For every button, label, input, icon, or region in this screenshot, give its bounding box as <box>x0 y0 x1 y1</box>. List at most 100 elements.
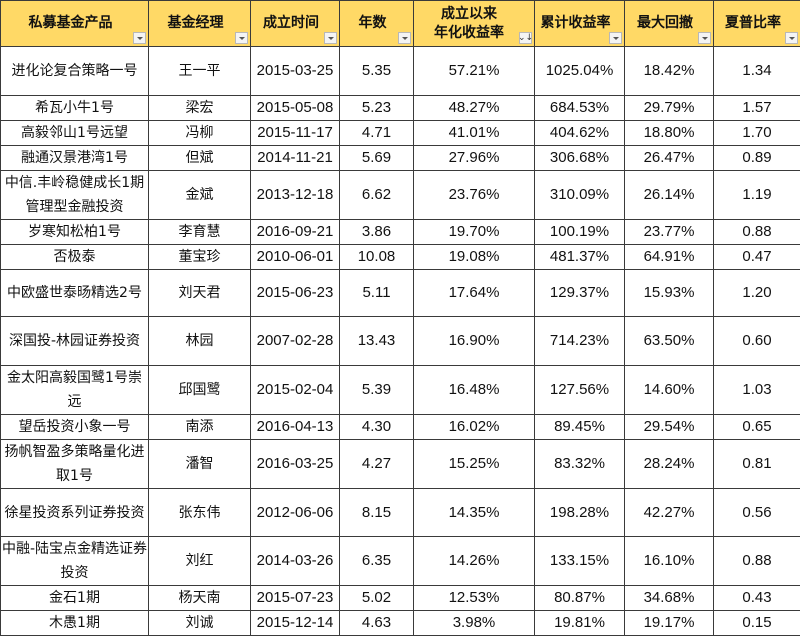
years-cell[interactable]: 3.86 <box>339 219 414 245</box>
annual-return-cell[interactable]: 19.70% <box>413 219 535 245</box>
date-cell[interactable]: 2015-02-04 <box>250 365 340 415</box>
filter-dropdown-icon[interactable] <box>785 32 798 44</box>
cumulative-return-cell[interactable]: 133.15% <box>534 536 625 586</box>
cumulative-return-cell[interactable]: 129.37% <box>534 269 625 317</box>
annual-return-cell[interactable]: 16.48% <box>413 365 535 415</box>
years-cell[interactable]: 5.39 <box>339 365 414 415</box>
annual-return-cell[interactable]: 48.27% <box>413 95 535 121</box>
annual-return-cell[interactable]: 15.25% <box>413 439 535 489</box>
cumulative-return-cell[interactable]: 310.09% <box>534 170 625 220</box>
date-cell[interactable]: 2015-07-23 <box>250 585 340 611</box>
manager-cell[interactable]: 刘诚 <box>148 610 251 636</box>
sharpe-ratio-cell[interactable]: 1.03 <box>713 365 800 415</box>
max-drawdown-cell[interactable]: 42.27% <box>624 488 714 537</box>
annual-return-cell[interactable]: 14.35% <box>413 488 535 537</box>
manager-cell[interactable]: 但斌 <box>148 145 251 171</box>
max-drawdown-cell[interactable]: 64.91% <box>624 244 714 270</box>
annual-return-cell[interactable]: 27.96% <box>413 145 535 171</box>
years-cell[interactable]: 6.35 <box>339 536 414 586</box>
cumulative-return-cell[interactable]: 19.81% <box>534 610 625 636</box>
cumulative-return-cell[interactable]: 83.32% <box>534 439 625 489</box>
product-cell[interactable]: 希瓦小牛1号 <box>0 95 149 121</box>
annual-return-cell[interactable]: 12.53% <box>413 585 535 611</box>
date-cell[interactable]: 2015-06-23 <box>250 269 340 317</box>
max-drawdown-cell[interactable]: 34.68% <box>624 585 714 611</box>
date-cell[interactable]: 2012-06-06 <box>250 488 340 537</box>
manager-cell[interactable]: 董宝珍 <box>148 244 251 270</box>
product-cell[interactable]: 岁寒知松柏1号 <box>0 219 149 245</box>
max-drawdown-cell[interactable]: 63.50% <box>624 316 714 366</box>
annual-return-cell[interactable]: 19.08% <box>413 244 535 270</box>
years-cell[interactable]: 4.27 <box>339 439 414 489</box>
years-cell[interactable]: 6.62 <box>339 170 414 220</box>
max-drawdown-cell[interactable]: 26.47% <box>624 145 714 171</box>
max-drawdown-cell[interactable]: 28.24% <box>624 439 714 489</box>
product-cell[interactable]: 中融-陆宝点金精选证券投资 <box>0 536 149 586</box>
date-cell[interactable]: 2015-03-25 <box>250 46 340 96</box>
manager-cell[interactable]: 王一平 <box>148 46 251 96</box>
sharpe-ratio-cell[interactable]: 0.89 <box>713 145 800 171</box>
filter-dropdown-icon[interactable] <box>698 32 711 44</box>
manager-cell[interactable]: 张东伟 <box>148 488 251 537</box>
filter-dropdown-icon[interactable] <box>609 32 622 44</box>
cumulative-return-cell[interactable]: 306.68% <box>534 145 625 171</box>
years-cell[interactable]: 5.11 <box>339 269 414 317</box>
cumulative-return-cell[interactable]: 198.28% <box>534 488 625 537</box>
filter-dropdown-icon[interactable] <box>398 32 411 44</box>
manager-cell[interactable]: 刘天君 <box>148 269 251 317</box>
years-cell[interactable]: 10.08 <box>339 244 414 270</box>
manager-cell[interactable]: 邱国鹭 <box>148 365 251 415</box>
years-cell[interactable]: 5.02 <box>339 585 414 611</box>
max-drawdown-cell[interactable]: 19.17% <box>624 610 714 636</box>
product-cell[interactable]: 中信.丰岭稳健成长1期管理型金融投资 <box>0 170 149 220</box>
manager-cell[interactable]: 潘智 <box>148 439 251 489</box>
sharpe-ratio-cell[interactable]: 0.56 <box>713 488 800 537</box>
annual-return-cell[interactable]: 3.98% <box>413 610 535 636</box>
max-drawdown-cell[interactable]: 16.10% <box>624 536 714 586</box>
manager-cell[interactable]: 金斌 <box>148 170 251 220</box>
sharpe-ratio-cell[interactable]: 1.57 <box>713 95 800 121</box>
manager-cell[interactable]: 刘红 <box>148 536 251 586</box>
sharpe-ratio-cell[interactable]: 0.81 <box>713 439 800 489</box>
cumulative-return-cell[interactable]: 89.45% <box>534 414 625 440</box>
max-drawdown-cell[interactable]: 15.93% <box>624 269 714 317</box>
cumulative-return-cell[interactable]: 100.19% <box>534 219 625 245</box>
cumulative-return-cell[interactable]: 481.37% <box>534 244 625 270</box>
max-drawdown-cell[interactable]: 29.54% <box>624 414 714 440</box>
years-cell[interactable]: 5.69 <box>339 145 414 171</box>
years-cell[interactable]: 5.23 <box>339 95 414 121</box>
product-cell[interactable]: 望岳投资小象一号 <box>0 414 149 440</box>
manager-cell[interactable]: 冯柳 <box>148 120 251 146</box>
annual-return-cell[interactable]: 14.26% <box>413 536 535 586</box>
sharpe-ratio-cell[interactable]: 1.19 <box>713 170 800 220</box>
product-cell[interactable]: 木愚1期 <box>0 610 149 636</box>
years-cell[interactable]: 4.71 <box>339 120 414 146</box>
annual-return-cell[interactable]: 16.90% <box>413 316 535 366</box>
date-cell[interactable]: 2015-12-14 <box>250 610 340 636</box>
product-cell[interactable]: 深国投-林园证券投资 <box>0 316 149 366</box>
sharpe-ratio-cell[interactable]: 0.88 <box>713 219 800 245</box>
max-drawdown-cell[interactable]: 14.60% <box>624 365 714 415</box>
product-cell[interactable]: 金石1期 <box>0 585 149 611</box>
date-cell[interactable]: 2007-02-28 <box>250 316 340 366</box>
filter-dropdown-icon[interactable] <box>133 32 146 44</box>
sharpe-ratio-cell[interactable]: 0.47 <box>713 244 800 270</box>
annual-return-cell[interactable]: 41.01% <box>413 120 535 146</box>
years-cell[interactable]: 4.63 <box>339 610 414 636</box>
filter-dropdown-icon[interactable] <box>324 32 337 44</box>
date-cell[interactable]: 2015-05-08 <box>250 95 340 121</box>
annual-return-cell[interactable]: 17.64% <box>413 269 535 317</box>
cumulative-return-cell[interactable]: 1025.04% <box>534 46 625 96</box>
sharpe-ratio-cell[interactable]: 1.70 <box>713 120 800 146</box>
annual-return-cell[interactable]: 16.02% <box>413 414 535 440</box>
product-cell[interactable]: 否极泰 <box>0 244 149 270</box>
sharpe-ratio-cell[interactable]: 0.43 <box>713 585 800 611</box>
sharpe-ratio-cell[interactable]: 0.88 <box>713 536 800 586</box>
max-drawdown-cell[interactable]: 26.14% <box>624 170 714 220</box>
cumulative-return-cell[interactable]: 127.56% <box>534 365 625 415</box>
product-cell[interactable]: 高毅邻山1号远望 <box>0 120 149 146</box>
sharpe-ratio-cell[interactable]: 0.15 <box>713 610 800 636</box>
manager-cell[interactable]: 梁宏 <box>148 95 251 121</box>
max-drawdown-cell[interactable]: 29.79% <box>624 95 714 121</box>
date-cell[interactable]: 2016-04-13 <box>250 414 340 440</box>
